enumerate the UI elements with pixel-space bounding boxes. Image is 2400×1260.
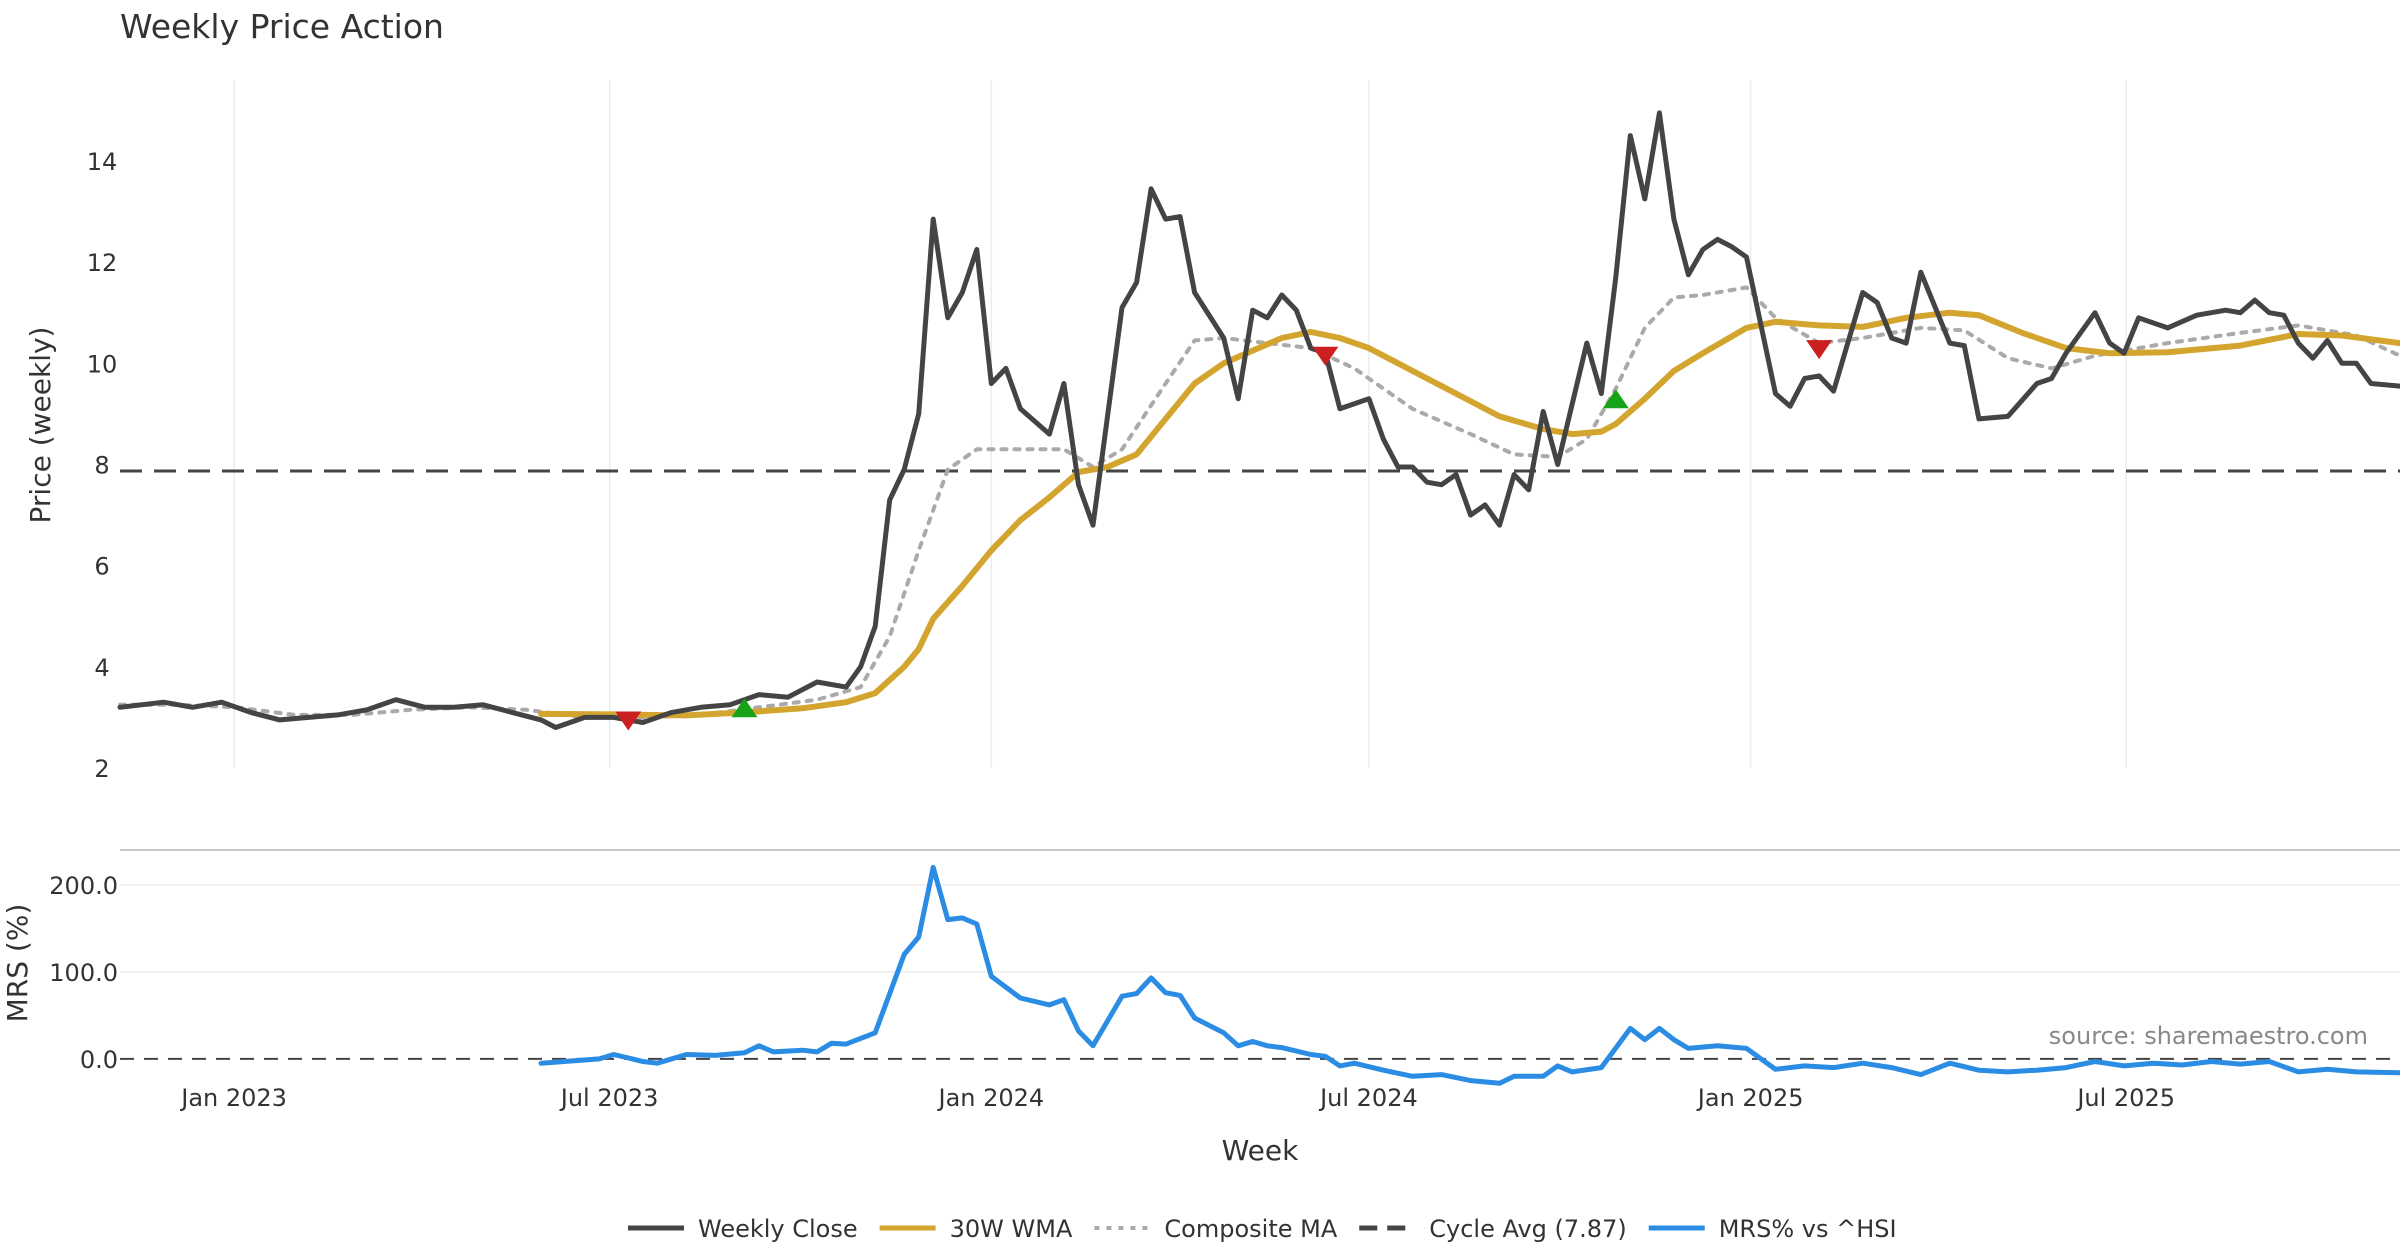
- mrs-y-tick-label: 100.0: [49, 959, 118, 987]
- price-y-tick-label: 12: [87, 249, 118, 277]
- chart-title: Weekly Price Action: [120, 7, 444, 46]
- x-tick-label: Jan 2025: [1696, 1084, 1804, 1112]
- grid: [120, 80, 2400, 973]
- x-tick-label: Jan 2024: [936, 1084, 1044, 1112]
- series-weekly-close: [117, 110, 2400, 730]
- sell-signal-marker: [615, 711, 642, 731]
- signals: [615, 340, 1833, 731]
- legend-entry: Composite MA: [1164, 1215, 1337, 1243]
- legend-entry: Cycle Avg (7.87): [1429, 1215, 1626, 1243]
- source-note: source: sharemaestro.com: [2049, 1022, 2368, 1050]
- price-y-tick-label: 4: [94, 654, 109, 682]
- x-tick-label: Jul 2025: [2075, 1084, 2175, 1112]
- x-axis-label: Week: [1222, 1134, 1299, 1167]
- x-tick-label: Jul 2023: [559, 1084, 659, 1112]
- legend-entry: MRS% vs ^HSI: [1719, 1215, 1897, 1243]
- x-tick-label: Jul 2024: [1318, 1084, 1418, 1112]
- reference-lines: [120, 469, 2400, 1060]
- price-y-axis-label: Price (weekly): [24, 327, 57, 524]
- axes: Jan 2023 Jul 2023 Jan 2024 Jul 2024 Jan 2025…: [49, 148, 2175, 1112]
- series-30w-wma: [538, 309, 2400, 719]
- mrs-y-tick-label: 200.0: [49, 872, 118, 900]
- series-mrs-line: [538, 864, 2400, 1086]
- mrs-y-axis-label: MRS (%): [1, 904, 34, 1023]
- price-y-tick-label: 8: [94, 451, 109, 479]
- mrs-y-tick-label: 0.0: [80, 1046, 118, 1074]
- legend-entry: Weekly Close: [698, 1215, 858, 1243]
- price-y-tick-label: 2: [94, 755, 109, 783]
- sell-signal-marker: [1806, 340, 1833, 360]
- legend: Weekly Close 30W WMA Composite MA Cycle Avg…: [628, 1215, 1897, 1243]
- price-y-tick-label: 6: [94, 553, 109, 581]
- sell-signal-marker: [1312, 346, 1339, 366]
- price-y-tick-label: 14: [87, 148, 118, 176]
- series-composite-ma: [118, 285, 2400, 720]
- x-tick-label: Jan 2023: [179, 1084, 287, 1112]
- buy-signal-marker: [731, 698, 758, 718]
- buy-signal-marker: [1602, 389, 1629, 409]
- price-y-tick-label: 10: [87, 350, 118, 378]
- series: [117, 110, 2400, 1086]
- legend-entry: 30W WMA: [950, 1215, 1073, 1243]
